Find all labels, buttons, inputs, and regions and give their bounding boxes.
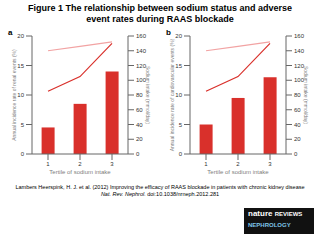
svg-text:20: 20 [294,136,301,142]
svg-text:Tertile of sodium intake: Tertile of sodium intake [207,169,269,175]
svg-text:Annual incidence rate of renal: Annual incidence rate of renal events (%… [11,49,17,141]
svg-text:15: 15 [175,63,182,69]
html-text:b: b [166,28,171,37]
html-text:natureREVIEWS: natureREVIEWS [248,209,303,218]
svg-text:0: 0 [136,151,140,157]
svg-text:0: 0 [21,151,25,157]
html-text:Nat. Rev. Nephrol. doi:10.1038: Nat. Rev. Nephrol. doi:10.1038/nrneph.20… [100,191,220,197]
svg-text:120: 120 [136,63,147,69]
svg-text:0: 0 [179,151,183,157]
html-text:Lambers Heerspink, H. J. et al: Lambers Heerspink, H. J. et al. (2012) I… [15,184,305,190]
svg-text:3: 3 [110,161,114,167]
svg-text:100: 100 [136,77,147,83]
svg-text:100: 100 [294,77,305,83]
svg-text:Annual incidence rate of cardi: Annual incidence rate of cardiovascular … [169,38,175,151]
svg-text:140: 140 [294,48,305,54]
svg-text:20: 20 [175,33,182,39]
svg-text:120: 120 [294,63,305,69]
svg-text:3: 3 [268,161,272,167]
svg-text:1: 1 [46,161,50,167]
svg-text:160: 160 [136,33,147,39]
html-text:NEPHROLOGY: NEPHROLOGY [248,222,291,228]
svg-text:2: 2 [236,161,240,167]
svg-text:80: 80 [294,92,301,98]
svg-text:60: 60 [294,107,301,113]
svg-text:40: 40 [294,122,301,128]
svg-text:Tertile of sodium intake: Tertile of sodium intake [49,169,111,175]
html-text:Figure 1 The relationship betw: Figure 1 The relationship between sodium… [28,3,292,24]
svg-text:60: 60 [136,107,143,113]
svg-text:5: 5 [179,122,183,128]
svg-text:10: 10 [17,92,24,98]
svg-text:15: 15 [17,63,24,69]
svg-text:20: 20 [17,33,24,39]
svg-text:20: 20 [136,136,143,142]
svg-text:1: 1 [204,161,208,167]
svg-text:140: 140 [136,48,147,54]
svg-text:10: 10 [175,92,182,98]
html-text:a: a [8,28,13,37]
svg-text:0: 0 [294,151,298,157]
svg-text:2: 2 [78,161,82,167]
svg-text:Sodium intake (mmol/day): Sodium intake (mmol/day) [303,66,309,124]
svg-text:40: 40 [136,122,143,128]
svg-text:80: 80 [136,92,143,98]
svg-text:Sodium intake (mmol/day): Sodium intake (mmol/day) [145,66,151,124]
svg-text:160: 160 [294,33,305,39]
svg-text:5: 5 [21,122,25,128]
